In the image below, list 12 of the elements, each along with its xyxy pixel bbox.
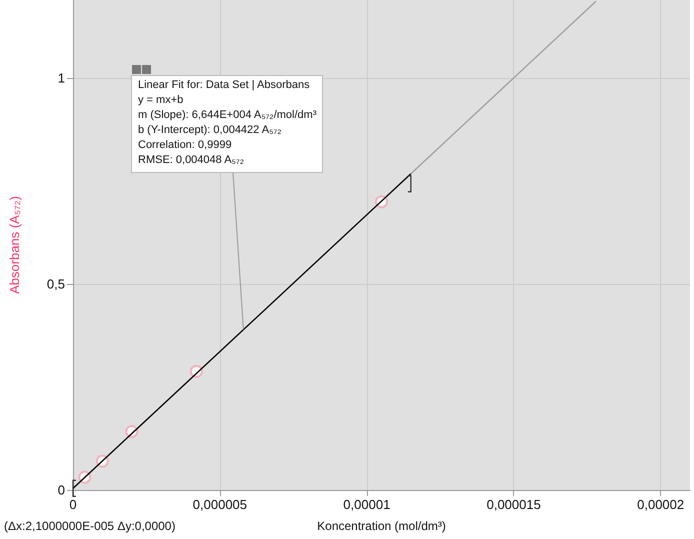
y-axis-title: Absorbans (A₅₇₂) [7, 196, 22, 294]
x-axis-title: Koncentration (mol/dm³) [317, 519, 446, 533]
y-tick-label: 0,5 [46, 276, 65, 292]
x-tick-label: 0 [69, 497, 77, 512]
y-tick-label: 0 [58, 482, 65, 498]
text: (Δx:2,1000000E-005 Δy:0,0000) [4, 519, 176, 533]
x-tick-label: 0,00001 [343, 497, 390, 512]
x-tick-label: 0,000015 [486, 497, 541, 512]
x-tick-label: 0,00002 [637, 497, 684, 512]
annotation: Linear Fit for: Data Set | Absorbans y = mx+b m (Slope): 6,644E+004 A₅₇₂/mol/dm³ b (Y-Intercept): 0,004422 A₅₇₂ Correlation: 0,9999 RMSE: 0,004048 A₅₇₂ [131, 75, 324, 173]
x-tick-label: 0,000005 [192, 497, 248, 512]
y-tick-label: 1 [58, 70, 65, 86]
